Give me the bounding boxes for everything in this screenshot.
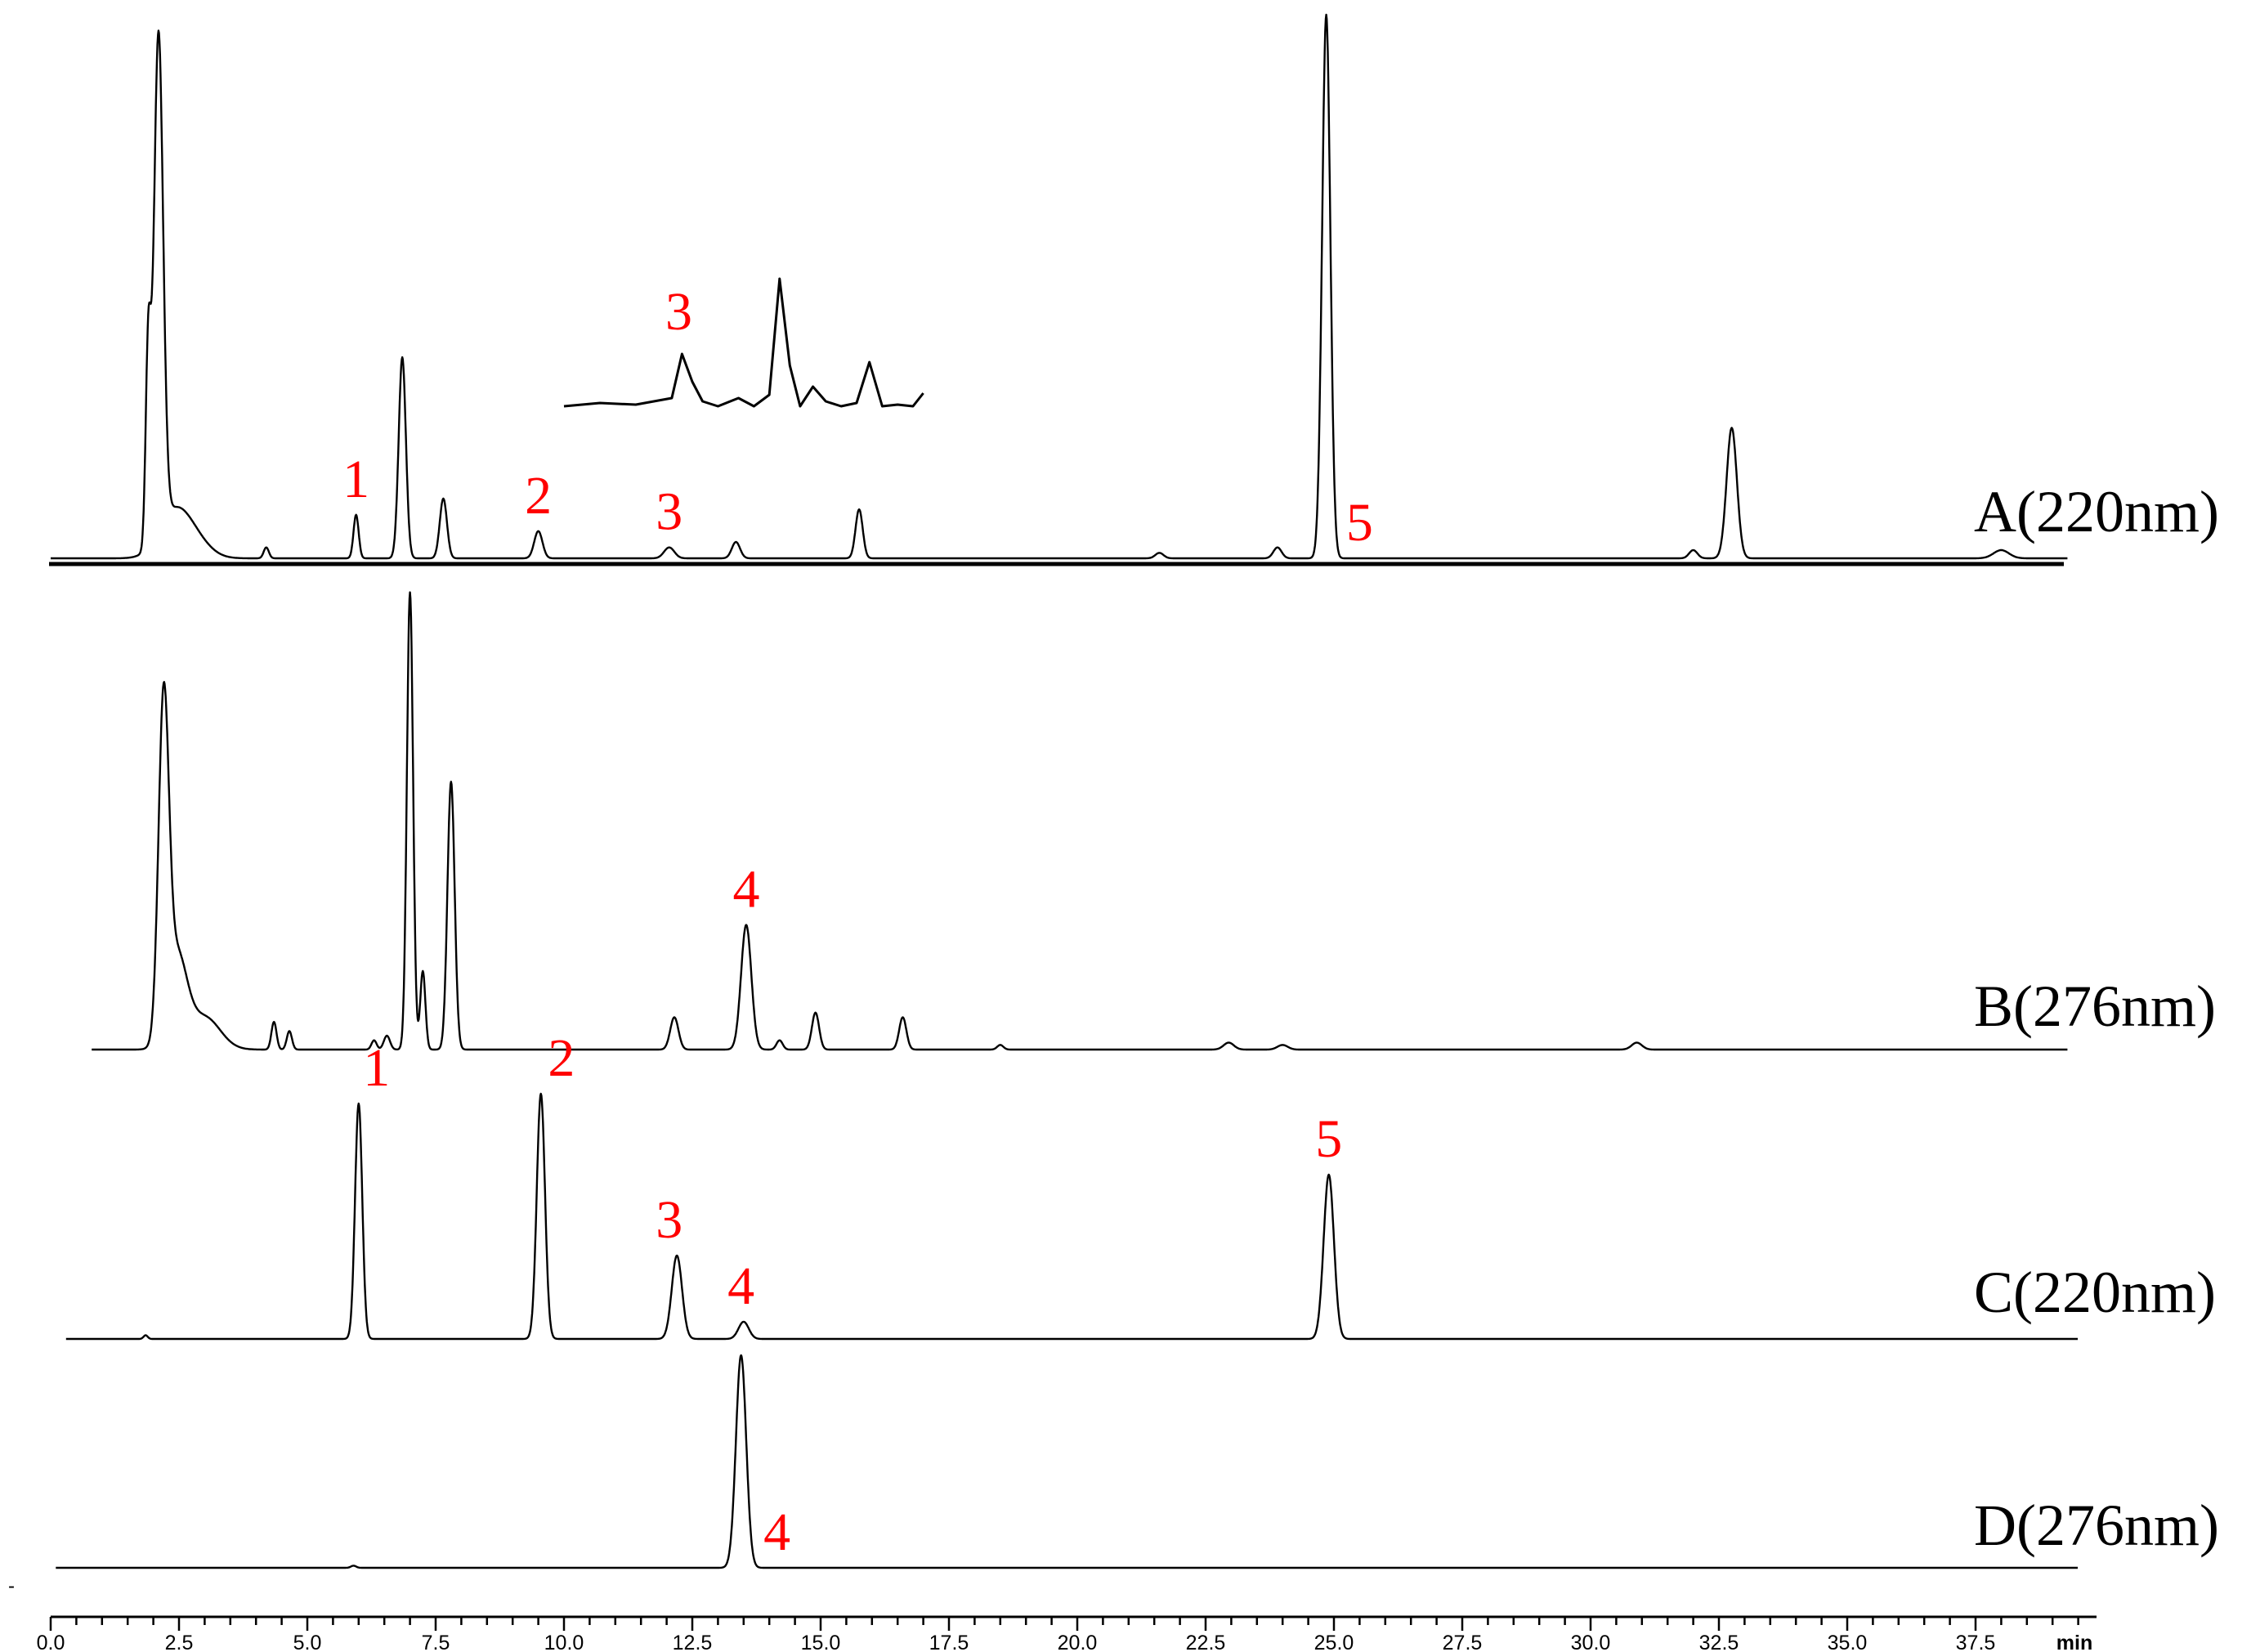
peak-label: 5 <box>1346 493 1373 553</box>
tick-label: 27.5 <box>1443 1632 1483 1652</box>
trace-line <box>91 591 2068 1051</box>
peak-label: 2 <box>548 1028 575 1088</box>
peak-label: 1 <box>363 1038 390 1098</box>
tick-label: 30.0 <box>1571 1632 1611 1652</box>
inset-trace-line <box>563 277 924 408</box>
tick-label: 37.5 <box>1956 1632 1996 1652</box>
trace-line <box>55 1354 2079 1569</box>
tick-label: 12.5 <box>673 1632 713 1652</box>
peak-label: 3 <box>656 1190 682 1250</box>
peak-label: 5 <box>1315 1109 1342 1169</box>
tick-label: 22.5 <box>1186 1632 1226 1652</box>
trace-line <box>65 1092 2079 1341</box>
tick-label: 17.5 <box>929 1632 969 1652</box>
inset-peak-label: 3 <box>665 282 692 342</box>
axis-stray-mark: - <box>8 1575 15 1597</box>
trace-line <box>50 13 2068 560</box>
trace-label: A(220nm) <box>1974 479 2219 544</box>
peak-label: 4 <box>763 1502 790 1562</box>
tick-label: 35.0 <box>1828 1632 1868 1652</box>
traces-layer <box>50 13 2079 1569</box>
tick-label: 32.5 <box>1699 1632 1739 1652</box>
trace-label: D(276nm) <box>1974 1493 2219 1558</box>
tick-label: 2.5 <box>165 1632 194 1652</box>
peak-label: 4 <box>727 1256 754 1316</box>
time-unit-label: min <box>2056 1632 2092 1652</box>
peak-label: 3 <box>656 482 682 542</box>
trace-label: B(276nm) <box>1974 974 2216 1039</box>
tick-label: 15.0 <box>801 1632 841 1652</box>
tick-label: 20.0 <box>1058 1632 1098 1652</box>
tick-label: 7.5 <box>422 1632 450 1652</box>
tick-label: 10.0 <box>544 1632 584 1652</box>
tick-label: 25.0 <box>1314 1632 1354 1652</box>
peak-label: 1 <box>342 450 369 509</box>
trace-label: C(220nm) <box>1974 1260 2216 1325</box>
peak-label: 2 <box>525 466 552 526</box>
tick-label: 0.0 <box>37 1632 65 1652</box>
peak-label: 4 <box>732 859 759 919</box>
tick-label: 5.0 <box>293 1632 322 1652</box>
time-axis: 0.0 2.5 5.0 7.5 10.0 12.5 15.0 17.5 20.0 22.5 25.0… <box>37 1615 2097 1652</box>
labels-layer: A(220nm)1 2 3 53B(276nm)4C(220nm)1 2345D(276… <box>342 282 2219 1562</box>
